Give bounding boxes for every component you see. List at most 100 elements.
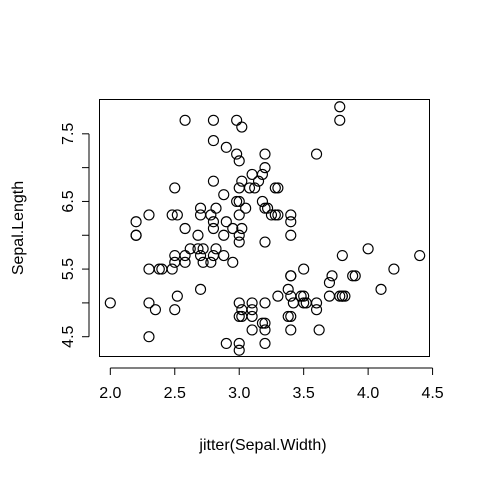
data-point bbox=[166, 263, 178, 275]
data-point bbox=[362, 243, 374, 255]
data-point bbox=[252, 175, 265, 187]
data-point bbox=[259, 297, 271, 309]
data-point bbox=[194, 202, 207, 214]
data-point bbox=[285, 270, 297, 282]
data-point bbox=[179, 114, 191, 126]
data-point bbox=[339, 290, 351, 302]
data-point bbox=[233, 155, 245, 167]
data-point bbox=[233, 195, 245, 208]
data-point bbox=[130, 216, 142, 228]
x-tick-label: 4.5 bbox=[421, 385, 443, 402]
data-point bbox=[149, 304, 162, 316]
data-point bbox=[326, 270, 338, 282]
data-point bbox=[249, 182, 261, 194]
data-point bbox=[153, 263, 165, 275]
data-point bbox=[246, 324, 258, 336]
data-point bbox=[171, 290, 183, 302]
data-point bbox=[227, 222, 239, 235]
data-point bbox=[169, 304, 181, 316]
data-point bbox=[236, 222, 248, 235]
data-point bbox=[282, 283, 294, 295]
data-point bbox=[313, 324, 325, 336]
data-point bbox=[205, 256, 217, 268]
y-axis-title: Sepal.Length bbox=[10, 181, 27, 275]
data-point bbox=[218, 249, 230, 262]
data-point bbox=[256, 317, 268, 329]
data-point bbox=[197, 243, 209, 255]
data-point bbox=[233, 209, 245, 221]
data-point bbox=[259, 324, 271, 336]
data-point bbox=[265, 209, 278, 221]
data-point bbox=[231, 148, 243, 160]
data-point bbox=[323, 277, 336, 289]
data-point bbox=[272, 209, 284, 221]
data-point bbox=[227, 256, 239, 268]
plot-frame bbox=[99, 99, 430, 357]
data-point bbox=[243, 182, 256, 194]
data-point bbox=[143, 297, 155, 309]
data-point bbox=[166, 209, 178, 221]
data-point bbox=[269, 209, 281, 221]
data-point bbox=[272, 182, 284, 194]
data-point bbox=[194, 283, 207, 295]
x-axis: 2.0 2.5 3.0 3.5 4.0 4.5 bbox=[99, 367, 444, 402]
y-tick-label: 4.5 bbox=[60, 325, 77, 347]
data-point bbox=[104, 297, 116, 309]
data-point bbox=[240, 202, 252, 214]
data-point bbox=[169, 182, 181, 194]
data-point bbox=[171, 209, 183, 221]
data-point bbox=[246, 304, 258, 316]
data-point bbox=[298, 290, 310, 302]
data-point bbox=[184, 243, 196, 255]
data-point bbox=[336, 249, 348, 262]
data-point bbox=[285, 310, 297, 322]
data-point bbox=[334, 114, 346, 126]
data-point bbox=[285, 216, 297, 228]
data-point bbox=[233, 236, 245, 248]
x-tick-label: 2.5 bbox=[164, 385, 186, 402]
data-point bbox=[298, 263, 310, 275]
data-point bbox=[334, 101, 346, 113]
data-point bbox=[388, 263, 400, 275]
data-point bbox=[375, 283, 387, 295]
data-point bbox=[233, 310, 245, 322]
data-point bbox=[169, 249, 181, 262]
data-point bbox=[414, 249, 426, 262]
data-point bbox=[130, 229, 142, 241]
data-point bbox=[259, 148, 271, 160]
data-point bbox=[197, 256, 209, 268]
x-tick-label: 2.0 bbox=[99, 385, 121, 402]
data-point bbox=[207, 216, 220, 228]
data-point bbox=[233, 297, 245, 309]
x-tick-label: 3.5 bbox=[293, 385, 315, 402]
data-points bbox=[104, 101, 426, 356]
data-point bbox=[259, 337, 271, 350]
data-point bbox=[334, 290, 346, 302]
data-point bbox=[220, 216, 232, 228]
data-point bbox=[143, 209, 155, 221]
data-point bbox=[207, 114, 220, 126]
data-point bbox=[285, 209, 297, 221]
data-point bbox=[259, 317, 271, 329]
data-point bbox=[192, 243, 204, 255]
data-point bbox=[143, 331, 155, 343]
data-point bbox=[210, 202, 222, 214]
data-point bbox=[194, 249, 207, 262]
data-point bbox=[207, 222, 220, 235]
data-point bbox=[233, 337, 245, 350]
data-point bbox=[347, 270, 359, 282]
data-point bbox=[259, 236, 271, 248]
data-point bbox=[298, 297, 310, 309]
data-point bbox=[285, 324, 297, 336]
data-point bbox=[220, 141, 232, 153]
data-point bbox=[236, 310, 248, 322]
data-point bbox=[272, 290, 284, 302]
data-point bbox=[179, 256, 191, 268]
data-point bbox=[256, 168, 268, 180]
data-point bbox=[336, 290, 348, 302]
data-point bbox=[259, 162, 271, 174]
data-point bbox=[310, 148, 323, 160]
data-point bbox=[218, 229, 230, 241]
data-point bbox=[236, 121, 248, 133]
